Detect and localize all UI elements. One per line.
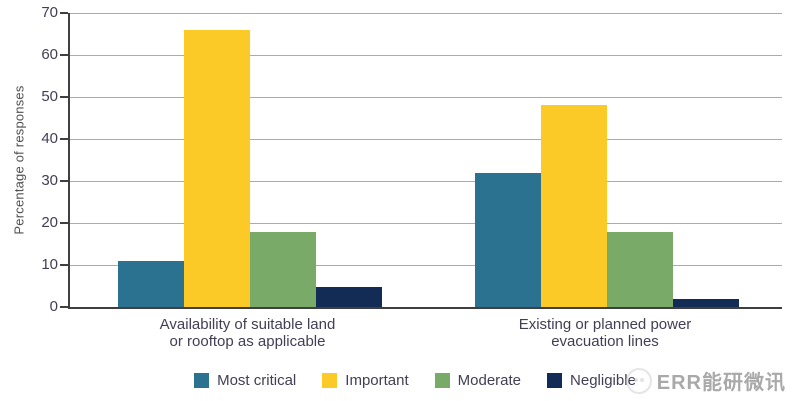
bar-important xyxy=(183,29,250,307)
watermark-text: ERR能研微讯 xyxy=(656,372,786,394)
gridline xyxy=(70,12,782,14)
y-tick-label: 20 xyxy=(41,214,58,231)
legend-item-moderate: Moderate xyxy=(434,372,522,389)
bar-negligible xyxy=(673,299,739,307)
legend-swatch-icon xyxy=(547,373,563,388)
y-axis-tick xyxy=(60,222,68,224)
bar-important xyxy=(541,105,607,307)
gridline xyxy=(70,180,782,182)
y-axis-tick xyxy=(60,180,68,182)
legend-label: Moderate xyxy=(457,372,522,389)
bar-moderate xyxy=(607,232,673,307)
y-tick-label: 10 xyxy=(41,256,58,273)
y-tick-label: 70 xyxy=(41,4,58,21)
y-tick-label: 0 xyxy=(49,298,58,315)
y-axis-tick xyxy=(60,96,68,98)
legend-label: Important xyxy=(345,372,409,389)
gridline xyxy=(70,264,782,266)
legend: Most critical Important Moderate Negligible xyxy=(0,372,800,389)
y-axis-title: Percentage of responses xyxy=(11,85,27,235)
legend-label: Negligible xyxy=(570,372,636,389)
legend-label: Most critical xyxy=(217,372,297,389)
gridline xyxy=(70,54,782,56)
gridline xyxy=(70,138,782,140)
y-tick-label: 40 xyxy=(41,130,58,147)
bar-most-critical xyxy=(475,172,541,307)
chat-logo-icon xyxy=(625,367,652,394)
y-tick-label: 50 xyxy=(41,88,58,105)
legend-swatch-icon xyxy=(322,373,338,388)
legend-swatch-icon xyxy=(434,373,450,388)
bar-moderate xyxy=(249,232,316,307)
legend-item-most-critical: Most critical xyxy=(194,372,296,389)
bar-negligible xyxy=(315,286,382,307)
bar-most-critical xyxy=(117,260,184,307)
y-tick-label: 30 xyxy=(41,172,58,189)
legend-item-negligible: Negligible xyxy=(547,372,636,389)
legend-swatch-icon xyxy=(194,373,210,388)
gridline xyxy=(70,222,782,224)
category-label: Availability of suitable land or rooftop… xyxy=(159,316,336,350)
category-label: Existing or planned power evacuation lin… xyxy=(518,316,692,350)
watermark: ERR能研微讯 xyxy=(625,366,786,395)
y-axis-tick xyxy=(60,12,68,14)
y-axis-tick xyxy=(60,264,68,266)
gridline xyxy=(70,96,782,98)
y-axis-tick xyxy=(60,54,68,56)
y-axis-tick xyxy=(60,138,68,140)
plot-area: 0 10 20 30 40 50 60 70 xyxy=(41,4,782,315)
legend-item-important: Important xyxy=(322,372,409,389)
y-axis-tick xyxy=(60,306,68,308)
y-tick-label: 60 xyxy=(41,46,58,63)
